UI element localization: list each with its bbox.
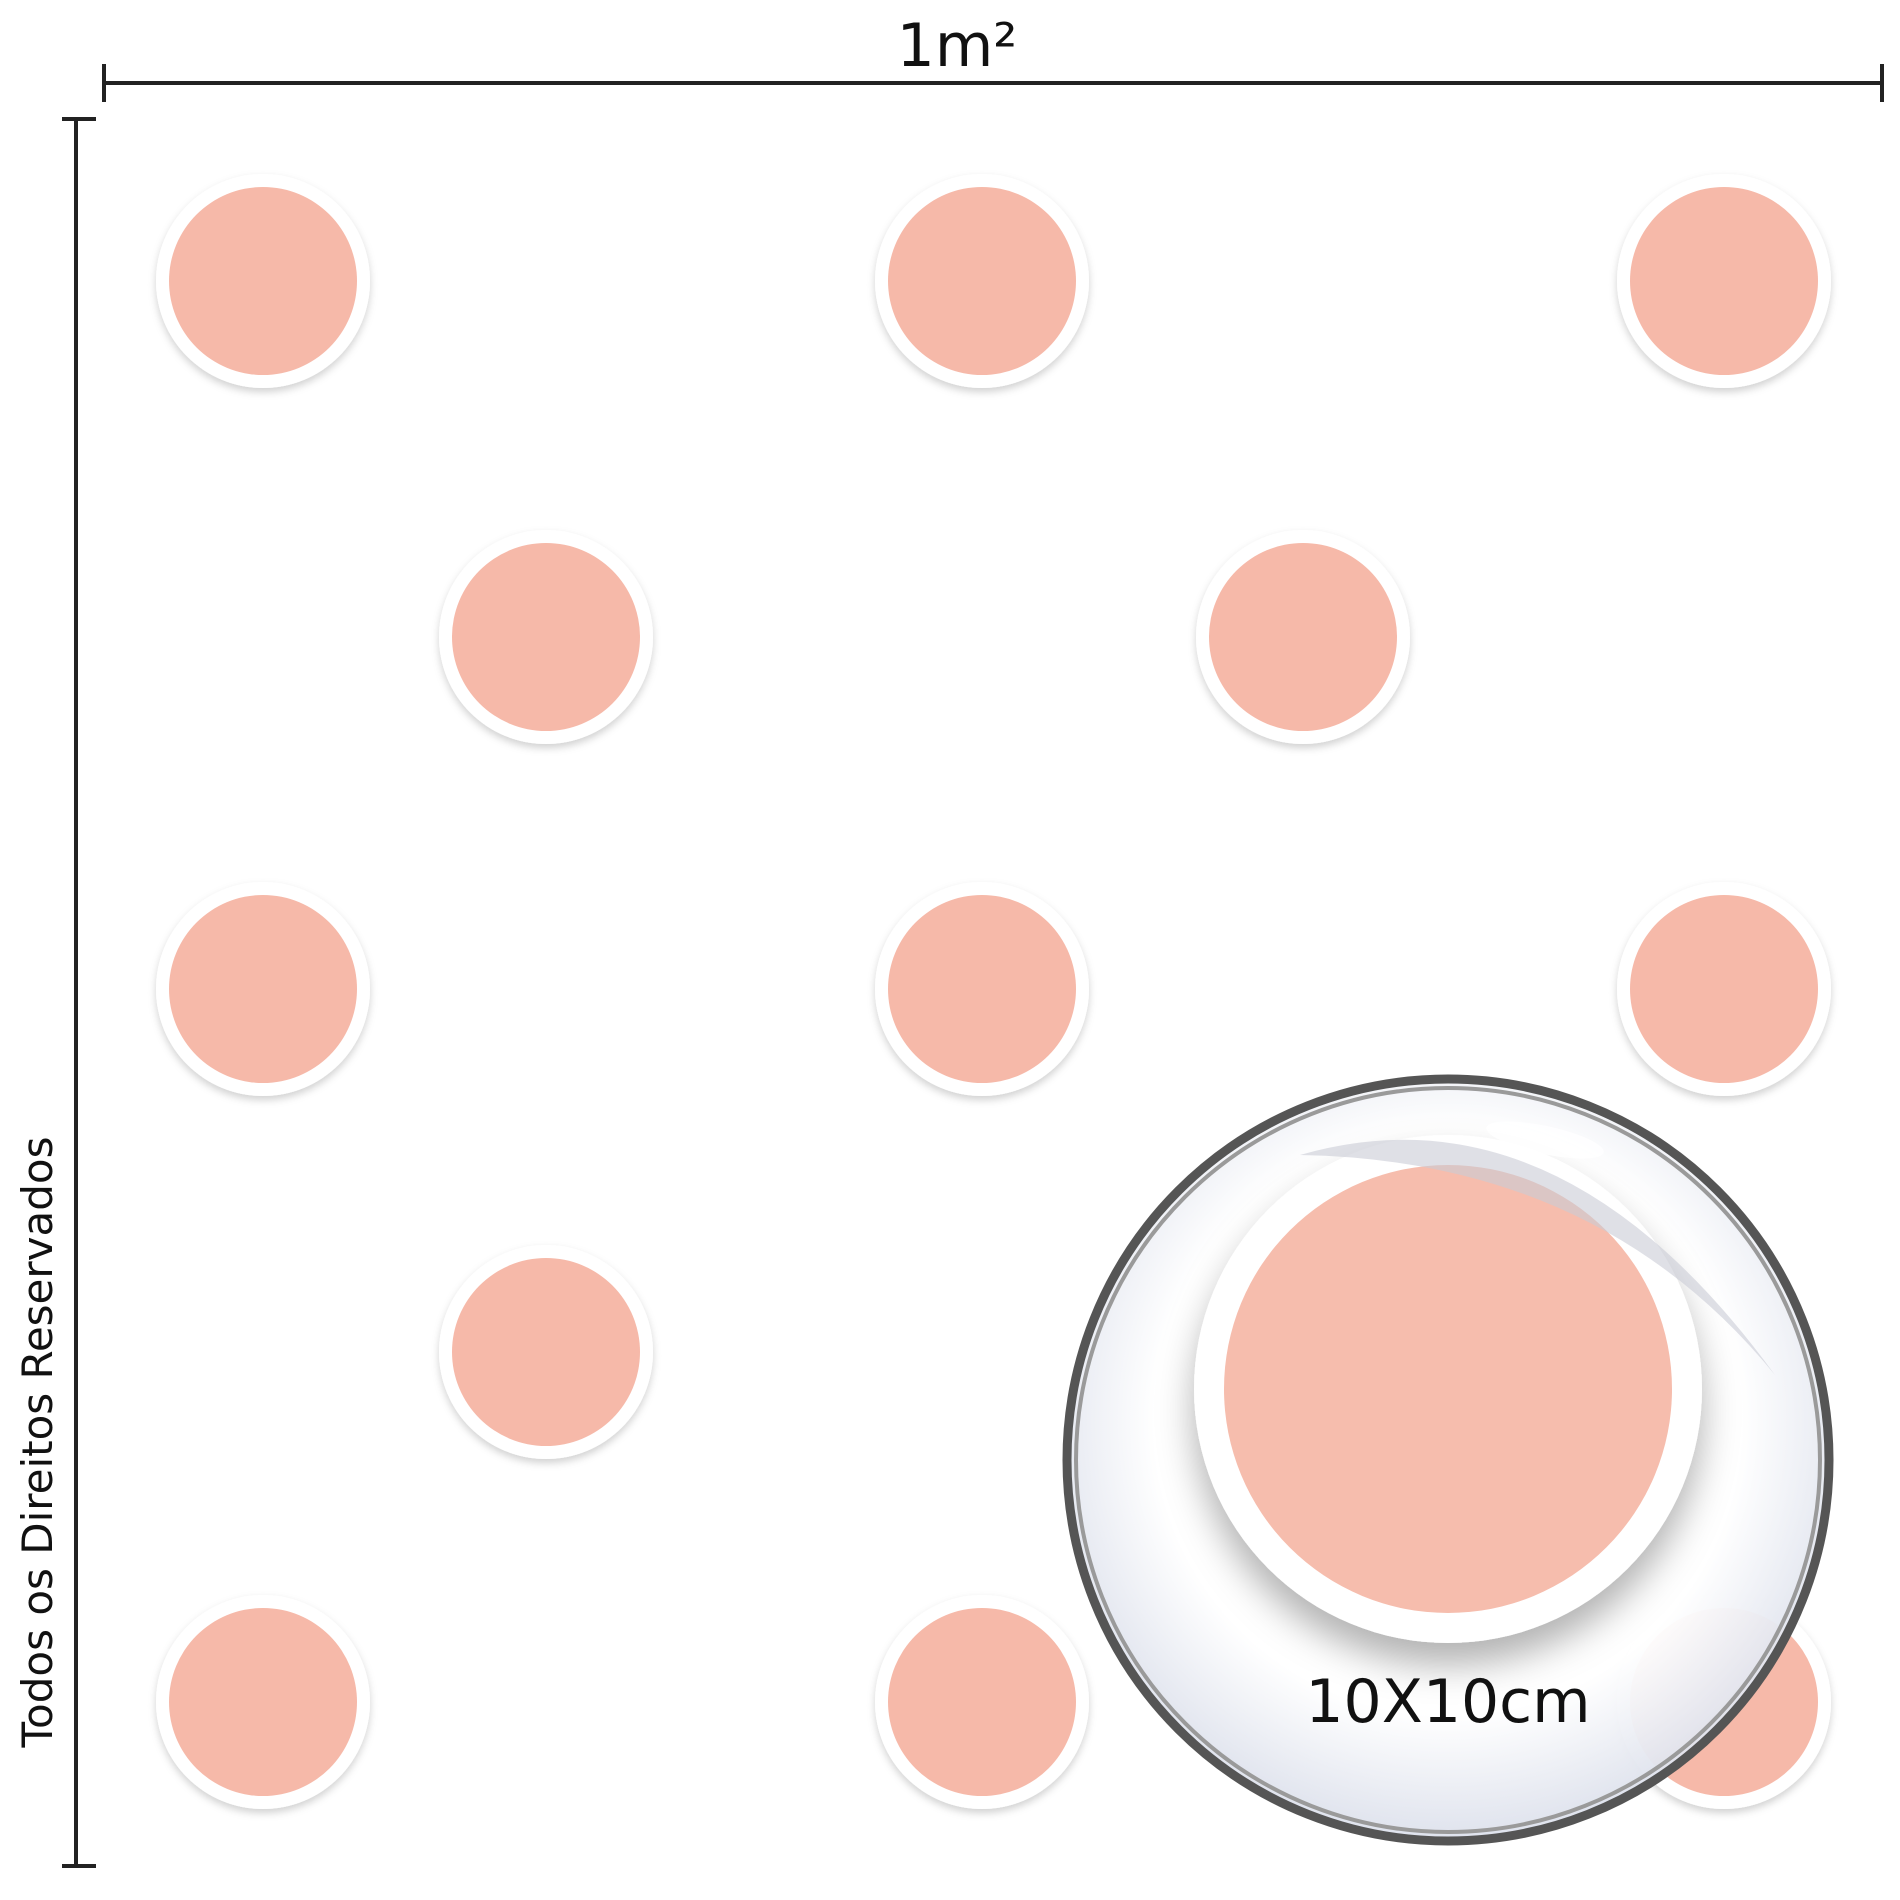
dimension-top: [102, 64, 1884, 102]
dimension-side: [62, 117, 96, 1868]
zoom-lens: [1062, 1074, 1834, 1846]
zoom-label: 10X10cm: [1305, 1667, 1590, 1737]
dimension-label: 1m²: [897, 11, 1018, 81]
copyright-text: Todos os Direitos Reservados: [13, 1137, 62, 1749]
